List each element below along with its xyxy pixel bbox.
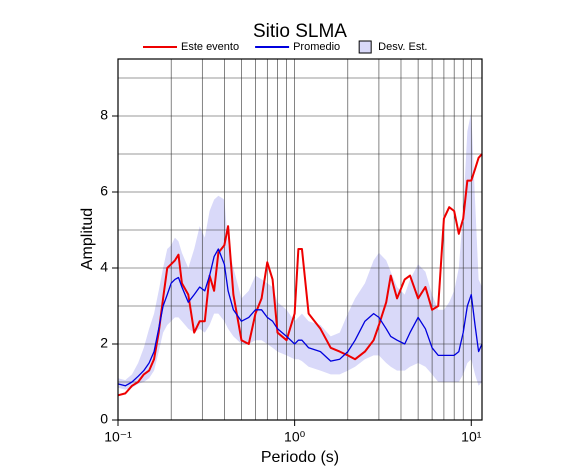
x-axis-label: Periodo (s) — [261, 449, 339, 466]
legend-label: Desv. Est. — [378, 41, 427, 53]
legend-label: Este evento — [181, 41, 239, 53]
y-tick-label: 6 — [100, 183, 108, 199]
legend-label: Promedio — [293, 41, 340, 53]
legend-swatch — [358, 40, 372, 54]
series-line — [117, 153, 483, 397]
series-line — [117, 248, 483, 387]
y-tick-label: 8 — [100, 107, 108, 123]
x-tick-label: 10⁰ — [284, 429, 306, 445]
plot-frame — [117, 58, 483, 421]
std-band — [118, 112, 482, 390]
y-tick-label: 0 — [100, 411, 108, 427]
y-tick-label: 4 — [100, 259, 108, 275]
x-tick-label: 10¹ — [461, 429, 482, 445]
y-axis-label: Amplitud — [79, 208, 96, 270]
chart-title: Sitio SLMA — [253, 21, 347, 42]
x-tick-label: 10⁻¹ — [104, 429, 132, 445]
y-tick-label: 2 — [100, 335, 108, 351]
